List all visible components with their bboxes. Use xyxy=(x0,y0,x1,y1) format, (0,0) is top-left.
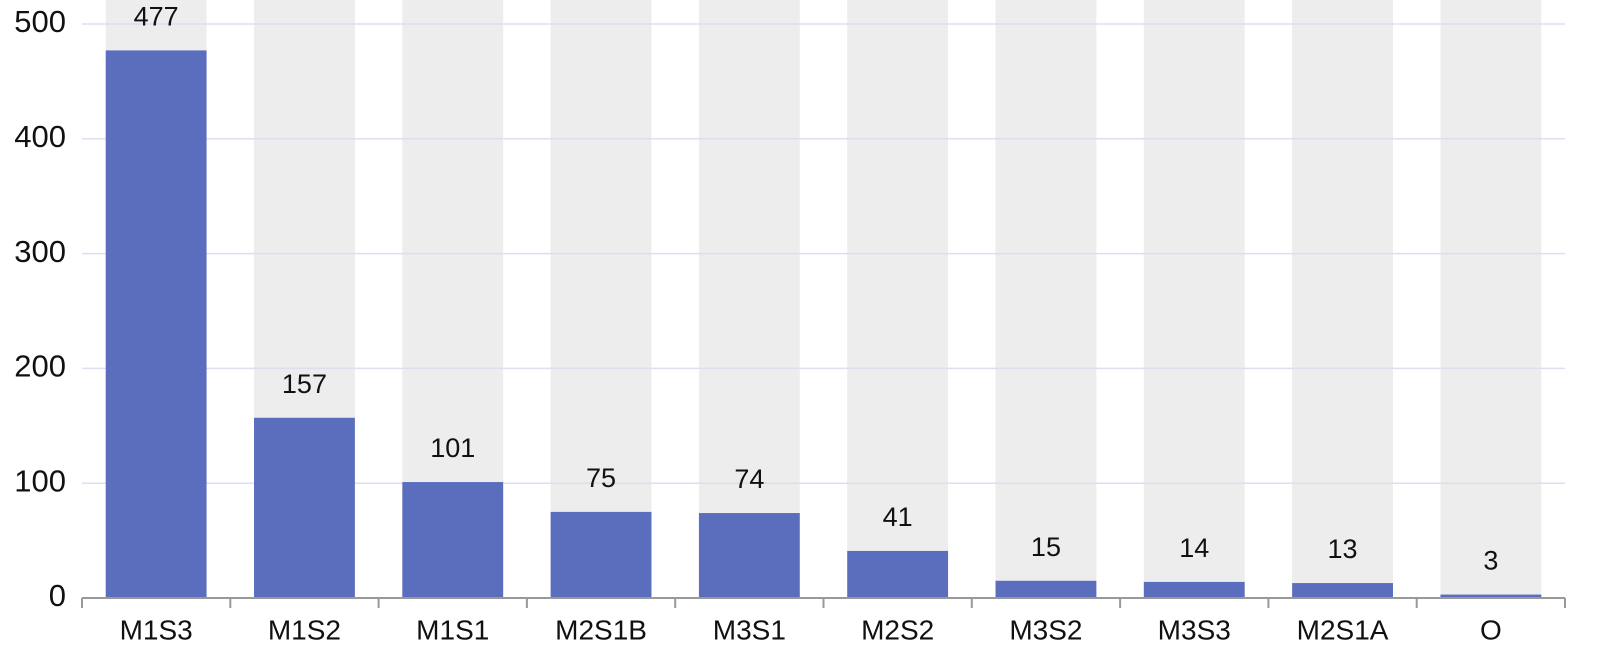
bar xyxy=(402,482,504,598)
x-tick-label: M3S1 xyxy=(713,614,786,645)
y-tick-label: 500 xyxy=(14,4,66,39)
bar xyxy=(847,550,949,598)
y-tick-label: 300 xyxy=(14,234,66,269)
bar xyxy=(995,580,1097,598)
x-tick-label: M2S1A xyxy=(1297,614,1389,645)
bar xyxy=(550,511,652,598)
value-label: 14 xyxy=(1179,533,1209,563)
column-background xyxy=(1143,0,1245,598)
bar xyxy=(254,417,355,598)
value-label: 74 xyxy=(734,464,764,494)
bar xyxy=(1440,594,1542,598)
value-label: 15 xyxy=(1031,532,1061,562)
value-label: 13 xyxy=(1328,534,1358,564)
y-tick-label: 100 xyxy=(14,463,66,498)
value-label: 477 xyxy=(134,2,179,32)
value-label: 3 xyxy=(1483,546,1498,576)
bar xyxy=(1143,581,1245,598)
value-label: 101 xyxy=(430,433,475,463)
x-tick-label: M2S2 xyxy=(861,614,934,645)
x-tick-label: M1S1 xyxy=(416,614,489,645)
x-tick-label: M3S3 xyxy=(1158,614,1231,645)
value-label: 41 xyxy=(883,502,913,532)
value-label: 157 xyxy=(282,369,327,399)
x-tick-label: M3S2 xyxy=(1009,614,1082,645)
y-tick-label: 0 xyxy=(49,578,66,613)
bar xyxy=(105,50,207,599)
column-background xyxy=(550,0,652,598)
x-tick-label: O xyxy=(1480,614,1502,645)
value-label: 75 xyxy=(586,463,616,493)
x-tick-label: M1S3 xyxy=(120,614,193,645)
column-background xyxy=(698,0,800,598)
column-background xyxy=(995,0,1097,598)
y-tick-label: 200 xyxy=(14,349,66,384)
column-background xyxy=(847,0,949,598)
x-tick-label: M1S2 xyxy=(268,614,341,645)
y-tick-label: 400 xyxy=(14,119,66,154)
bar xyxy=(698,513,800,598)
x-tick-label: M2S1B xyxy=(555,614,647,645)
column-background xyxy=(1440,0,1542,598)
bar xyxy=(1292,583,1393,598)
column-background xyxy=(1292,0,1393,598)
